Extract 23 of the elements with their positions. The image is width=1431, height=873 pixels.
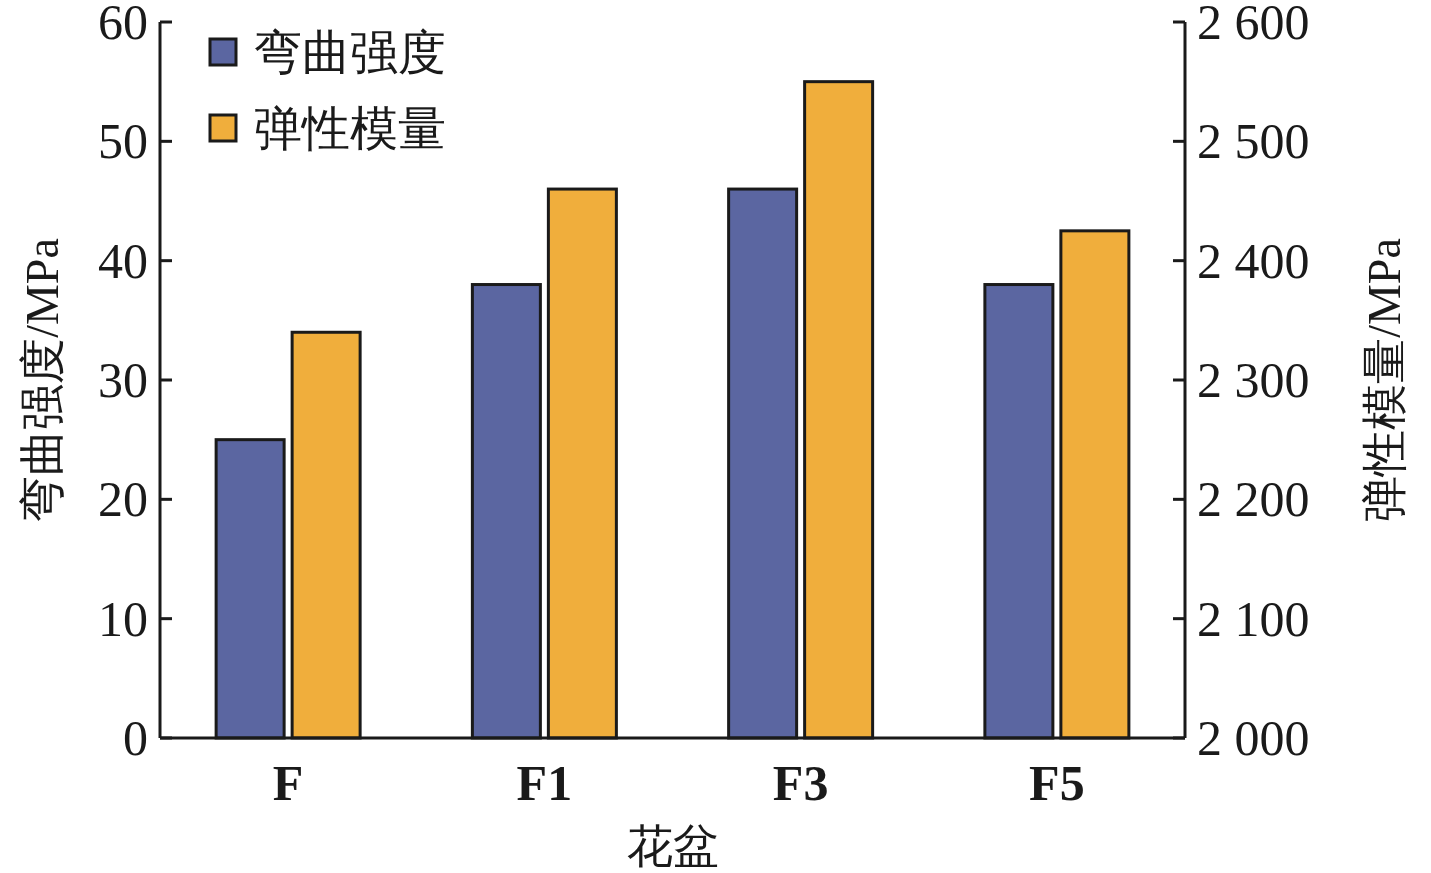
y-tick-label: 10 [98,590,148,647]
y2-tick-label: 2 200 [1197,471,1310,528]
y2-tick-label: 2 500 [1197,113,1310,170]
y2-tick-label: 2 000 [1197,710,1310,766]
x-tick-label: F [272,755,304,811]
x-tick-label: F1 [516,755,573,811]
y2-axis-title: 弹性模量/MPa [1359,238,1410,522]
y-tick-label: 0 [123,710,148,766]
y-tick-label: 60 [98,0,148,50]
y2-tick-label: 2 400 [1197,232,1310,289]
x-tick-label: F3 [772,755,829,811]
y-tick-label: 40 [98,232,148,289]
y-tick-label: 20 [98,471,148,528]
x-axis-title: 花盆 [626,821,719,872]
legend-label: 弯曲强度 [254,25,446,79]
y-axis-title: 弯曲强度/MPa [17,238,68,522]
y-tick-label: 50 [98,113,148,170]
y2-tick-label: 2 100 [1197,590,1310,647]
y2-tick-label: 2 300 [1197,352,1310,408]
y-tick-label: 30 [98,352,148,408]
x-tick-label: F5 [1029,755,1085,811]
y2-tick-label: 2 600 [1197,0,1310,50]
legend-label: 弹性模量 [254,101,446,155]
